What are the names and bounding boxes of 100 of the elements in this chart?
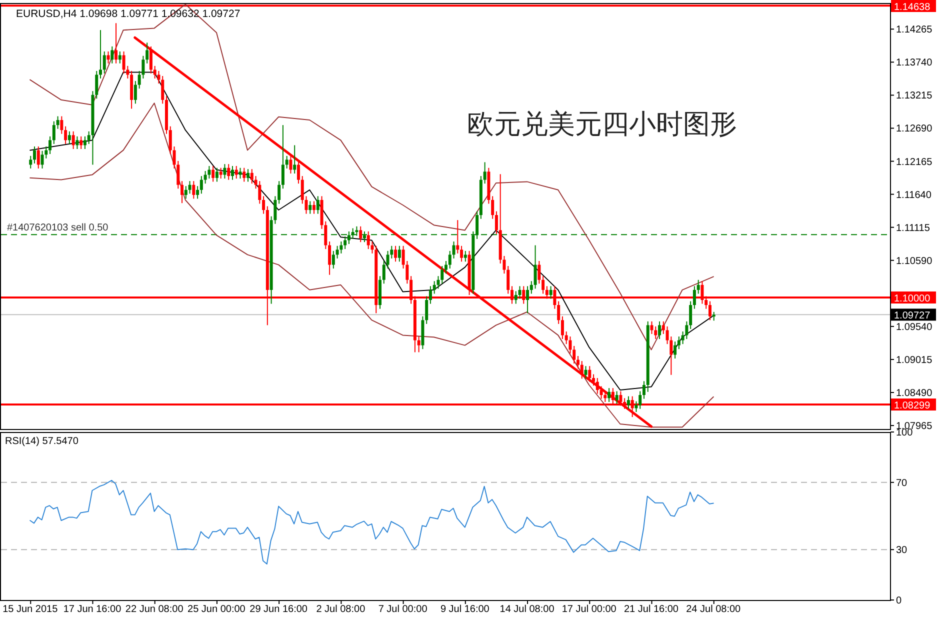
candlestick bbox=[557, 300, 560, 324]
candlestick bbox=[36, 146, 40, 169]
candlestick bbox=[608, 388, 611, 402]
x-tick-label: 25 Jun 00:00 bbox=[188, 604, 246, 615]
candlestick bbox=[596, 378, 599, 394]
y-tick-label: 1.09015 bbox=[896, 354, 933, 366]
candlestick bbox=[615, 390, 618, 404]
x-tick-label: 29 Jun 16:00 bbox=[250, 604, 308, 615]
chart-title: RSI(14) 57.5470 bbox=[5, 436, 79, 447]
candlestick bbox=[281, 124, 284, 190]
candlestick bbox=[518, 286, 522, 300]
candlestick bbox=[514, 290, 518, 304]
candlestick bbox=[534, 244, 537, 290]
candlestick bbox=[118, 50, 122, 64]
candlestick bbox=[654, 326, 658, 340]
candlestick bbox=[588, 366, 592, 382]
candlestick bbox=[192, 180, 196, 200]
candlestick bbox=[626, 396, 630, 410]
candlestick bbox=[230, 165, 234, 180]
candlestick bbox=[428, 286, 432, 304]
candlestick bbox=[689, 300, 692, 330]
candlestick bbox=[95, 70, 98, 100]
candlestick bbox=[600, 386, 603, 400]
x-tick-label: 7 Jul 00:00 bbox=[378, 604, 428, 615]
candlestick bbox=[76, 136, 79, 150]
candlestick bbox=[168, 126, 172, 155]
candlestick bbox=[227, 164, 230, 180]
candlestick bbox=[572, 345, 576, 364]
candlestick bbox=[110, 46, 114, 64]
candlestick bbox=[250, 168, 254, 184]
candlestick bbox=[242, 167, 246, 182]
candlestick bbox=[662, 320, 665, 334]
candlestick bbox=[448, 250, 452, 270]
candlestick bbox=[312, 200, 316, 214]
candlestick bbox=[238, 167, 242, 180]
candlestick bbox=[394, 245, 398, 262]
candlestick bbox=[576, 356, 580, 370]
x-tick-label: 17 Jul 00:00 bbox=[562, 604, 617, 615]
candlestick bbox=[234, 165, 238, 180]
ref-line-label: 1.14638 bbox=[894, 2, 931, 13]
candlestick bbox=[592, 374, 596, 386]
candlestick bbox=[200, 176, 203, 194]
y-tick-label: 1.11640 bbox=[896, 190, 932, 201]
x-tick-label: 17 Jun 16:00 bbox=[63, 604, 122, 615]
candlestick bbox=[212, 165, 215, 182]
candlestick bbox=[262, 196, 266, 214]
candlestick bbox=[560, 316, 564, 340]
y-tick-label: 1.14265 bbox=[896, 24, 933, 36]
y-tick-label: 1.09540 bbox=[896, 322, 933, 333]
candlestick bbox=[246, 168, 250, 182]
candlestick bbox=[542, 276, 545, 294]
candlestick bbox=[68, 130, 71, 144]
candlestick bbox=[456, 220, 460, 254]
candlestick bbox=[491, 196, 494, 220]
candlestick bbox=[366, 230, 370, 250]
x-tick-label: 14 Jul 08:00 bbox=[500, 604, 555, 615]
candlestick bbox=[64, 126, 68, 144]
y-tick-label: 1.13215 bbox=[896, 90, 933, 102]
candlestick bbox=[102, 50, 106, 74]
candlestick bbox=[580, 360, 584, 380]
candlestick bbox=[638, 390, 642, 410]
candlestick bbox=[98, 30, 102, 80]
candlestick bbox=[72, 130, 75, 150]
candlestick bbox=[56, 116, 60, 130]
candlestick bbox=[52, 120, 56, 144]
y-tick-label: 30 bbox=[896, 545, 908, 556]
candlestick bbox=[219, 167, 222, 180]
candlestick bbox=[677, 336, 680, 350]
x-tick-label: 21 Jul 16:00 bbox=[624, 604, 679, 615]
candlestick bbox=[642, 380, 646, 400]
candlestick bbox=[161, 75, 164, 104]
candlestick bbox=[526, 286, 530, 314]
candlestick bbox=[506, 266, 510, 294]
candlestick bbox=[223, 164, 226, 180]
candlestick bbox=[584, 366, 588, 380]
candlestick bbox=[215, 167, 218, 182]
ref-line-label: 1.09727 bbox=[894, 310, 931, 322]
candlestick bbox=[452, 240, 456, 259]
x-tick-label: 22 Jun 08:00 bbox=[125, 604, 184, 615]
candlestick bbox=[83, 136, 86, 150]
candlestick bbox=[708, 300, 712, 321]
candlestick bbox=[153, 65, 156, 80]
candlestick bbox=[359, 226, 362, 243]
candlestick bbox=[444, 260, 448, 274]
ref-line-label: #1407620103 sell 0.50 bbox=[7, 222, 109, 234]
candlestick bbox=[184, 186, 188, 200]
y-tick-label: 100 bbox=[896, 428, 914, 438]
candlestick bbox=[289, 155, 292, 174]
candlestick bbox=[80, 136, 83, 150]
candlestick bbox=[386, 250, 390, 270]
x-tick-label: 24 Jul 08:00 bbox=[686, 604, 742, 615]
candlestick bbox=[685, 320, 688, 340]
ref-line-label: 1.10000 bbox=[894, 293, 931, 304]
candlestick bbox=[336, 245, 339, 259]
y-tick-label: 1.10590 bbox=[896, 256, 933, 267]
candlestick bbox=[417, 336, 420, 353]
candlestick bbox=[114, 22, 118, 64]
x-tick-label: 15 Jun 2015 bbox=[2, 604, 58, 615]
candlestick bbox=[460, 245, 464, 262]
y-tick-label: 1.12690 bbox=[896, 124, 933, 135]
